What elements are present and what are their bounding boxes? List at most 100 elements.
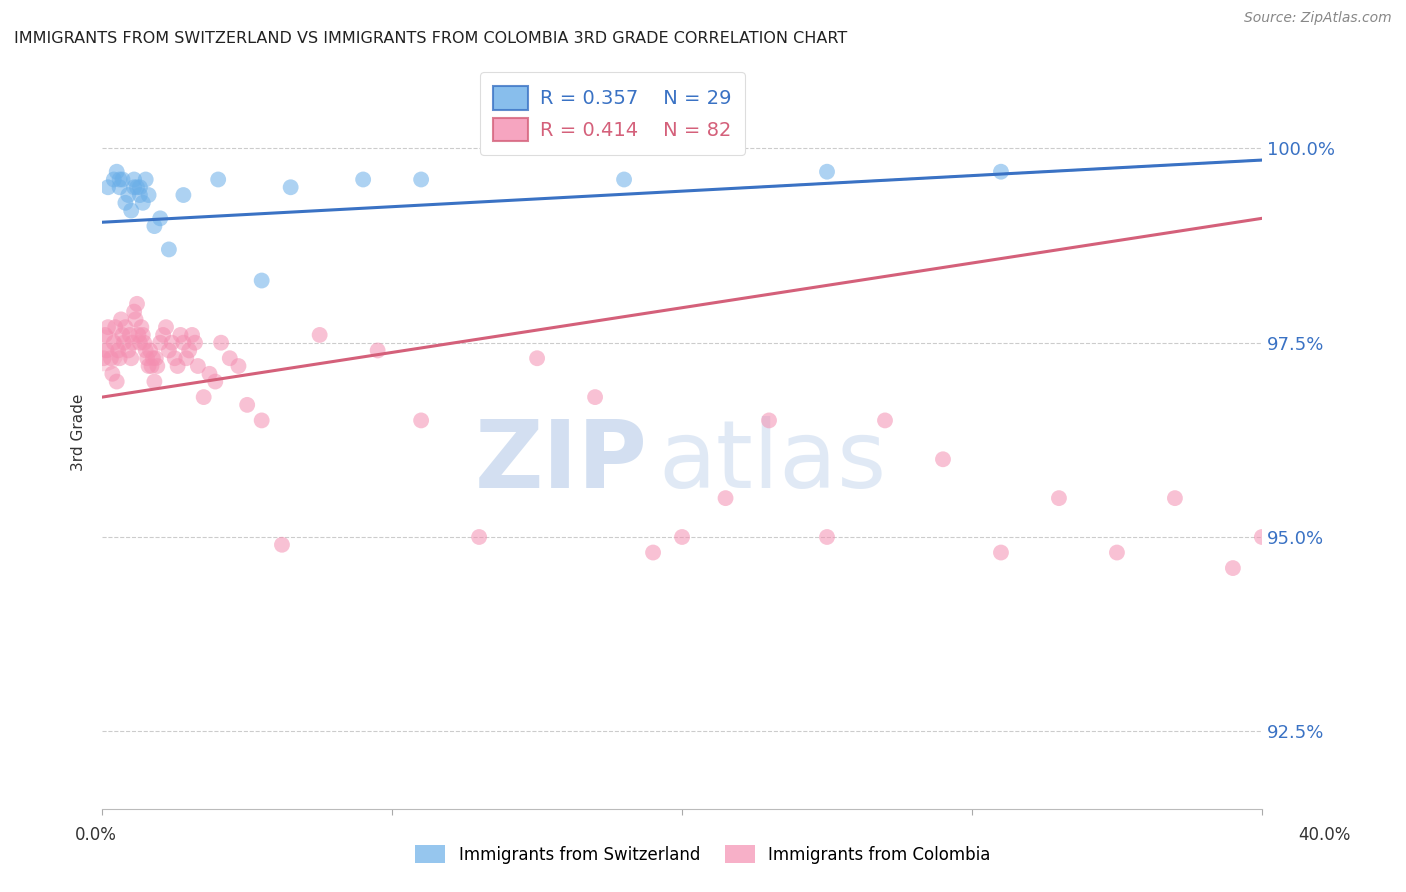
Point [174,351,197,366]
Point [228,359,250,373]
Text: 40.0%: 40.0% [1298,826,1351,844]
Point [613,172,636,186]
Point [172,335,194,350]
Point [308,327,330,342]
Point [411,172,433,186]
Point [122,304,145,318]
Point [815,165,838,179]
Point [110,312,132,326]
Point [352,172,374,186]
Point [127,327,149,342]
Point [250,413,273,427]
Text: Source: ZipAtlas.com: Source: ZipAtlas.com [1244,12,1392,25]
Point [157,243,180,257]
Point [118,327,141,342]
Point [179,343,201,358]
Text: atlas: atlas [659,417,887,508]
Point [138,359,160,373]
Point [105,165,128,179]
Point [198,367,221,381]
Point [117,343,139,358]
Point [120,203,142,218]
Point [1279,569,1302,583]
Point [280,180,302,194]
Point [714,491,737,505]
Point [143,375,166,389]
Point [112,335,135,350]
Point [1164,491,1187,505]
Point [149,335,172,350]
Point [152,327,174,342]
Point [671,530,693,544]
Point [129,188,152,202]
Point [1367,545,1389,559]
Text: 0.0%: 0.0% [75,826,117,844]
Point [124,312,146,326]
Point [172,188,194,202]
Point [209,335,232,350]
Point [100,351,122,366]
Point [134,335,156,350]
Point [367,343,389,358]
Point [132,195,155,210]
Point [141,359,163,373]
Point [207,172,229,186]
Point [94,327,117,342]
Point [132,327,155,342]
Point [125,297,148,311]
Point [218,351,240,366]
Point [135,172,157,186]
Point [105,375,128,389]
Point [129,335,152,350]
Point [1047,491,1070,505]
Point [146,359,169,373]
Point [117,188,139,202]
Point [120,351,142,366]
Point [108,172,131,186]
Point [103,172,125,186]
Point [104,320,127,334]
Point [990,165,1012,179]
Point [236,398,259,412]
Point [101,367,124,381]
Point [122,180,145,194]
Point [193,390,215,404]
Point [181,327,204,342]
Point [111,172,134,186]
Point [108,351,131,366]
Point [758,413,780,427]
Point [96,343,118,358]
Point [160,335,183,350]
Point [169,327,191,342]
Point [114,320,136,334]
Point [166,359,188,373]
Point [250,273,273,287]
Point [143,219,166,233]
Point [184,335,207,350]
Point [108,180,131,194]
Point [187,359,209,373]
Point [990,545,1012,559]
Point [93,343,115,358]
Point [1105,545,1128,559]
Point [121,335,143,350]
Point [1251,530,1274,544]
Point [93,351,115,366]
Point [111,327,134,342]
Point [103,335,125,350]
Point [114,195,136,210]
Point [411,413,433,427]
Point [1222,561,1244,575]
Text: ZIP: ZIP [474,417,647,508]
Point [583,390,606,404]
Point [149,211,172,226]
Point [641,545,664,559]
Point [131,320,153,334]
Legend: Immigrants from Switzerland, Immigrants from Colombia: Immigrants from Switzerland, Immigrants … [409,838,997,871]
Point [271,538,294,552]
Point [526,351,548,366]
Point [135,343,157,358]
Point [107,343,129,358]
Point [136,351,159,366]
Point [157,343,180,358]
